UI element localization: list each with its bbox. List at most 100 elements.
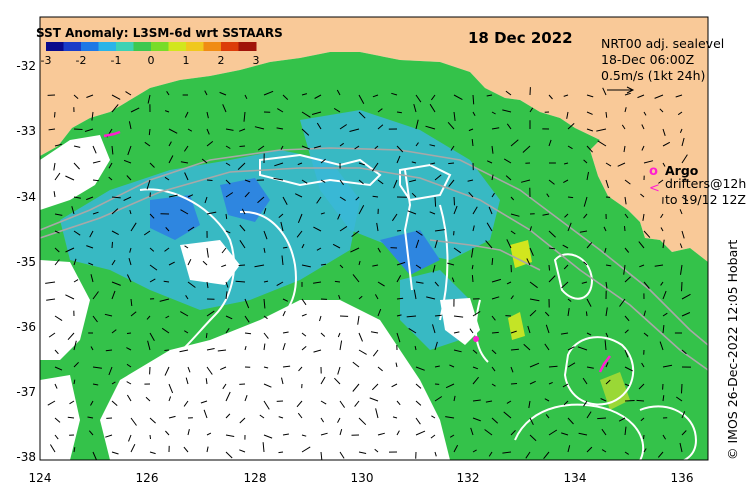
current-vector — [562, 244, 569, 249]
current-vector — [111, 281, 121, 286]
current-vector — [414, 345, 417, 351]
current-vector — [415, 281, 424, 284]
current-vector — [491, 111, 496, 115]
current-vector — [681, 137, 685, 147]
current-vector — [200, 400, 208, 404]
current-vector — [406, 315, 417, 318]
current-vector — [206, 366, 213, 375]
current-vector — [502, 451, 512, 454]
current-vector — [377, 124, 384, 130]
current-vector — [54, 247, 60, 253]
current-vector — [510, 330, 517, 334]
current-vector — [605, 162, 612, 167]
current-vector — [624, 196, 627, 205]
current-vector — [73, 128, 83, 130]
current-vector — [662, 141, 671, 147]
current-vector — [225, 391, 231, 402]
current-vector — [396, 145, 404, 153]
current-vector — [485, 240, 493, 249]
colorbar-tick: 2 — [218, 54, 225, 67]
current-vector — [319, 315, 322, 322]
current-vector — [263, 280, 269, 283]
argo-label: Argo — [665, 163, 699, 178]
current-vector — [297, 213, 303, 223]
current-vector — [510, 348, 519, 351]
current-vector — [263, 208, 267, 215]
current-vector — [73, 196, 81, 199]
current-vector — [548, 381, 553, 385]
current-vector — [126, 347, 132, 351]
current-vector — [168, 155, 174, 164]
current-vector — [643, 281, 650, 289]
colorbar-tick: 3 — [253, 54, 260, 67]
current-vector — [168, 261, 175, 266]
current-vector — [320, 400, 327, 405]
current-vector — [681, 383, 683, 394]
current-vector — [624, 213, 629, 219]
current-vector — [472, 94, 475, 105]
current-vector — [450, 145, 455, 151]
current-vector — [316, 247, 322, 251]
contour-8 — [563, 336, 635, 406]
current-vector — [471, 264, 474, 270]
current-vector — [339, 264, 344, 269]
current-vector — [529, 434, 537, 442]
blue-anomaly-3 — [380, 230, 440, 275]
current-vector — [54, 259, 60, 266]
current-vector — [320, 332, 326, 337]
current-vector — [320, 179, 326, 183]
current-vector — [563, 94, 569, 97]
current-vector — [205, 332, 208, 339]
y-tick-label: -35 — [16, 255, 36, 269]
current-vector — [282, 433, 289, 436]
current-vector — [45, 281, 56, 284]
current-vector — [67, 332, 75, 341]
current-vector — [601, 428, 607, 436]
current-vector — [445, 383, 455, 389]
current-vector — [92, 211, 99, 215]
current-vector — [54, 143, 63, 147]
current-vector — [544, 311, 550, 317]
current-vector — [161, 327, 170, 334]
current-vector — [263, 230, 268, 240]
colorbar-swatch — [203, 42, 222, 51]
current-vector — [239, 240, 246, 249]
current-vector — [126, 175, 132, 181]
current-vector — [128, 121, 132, 130]
current-vector — [581, 281, 588, 284]
current-vector — [411, 192, 417, 198]
current-vector — [491, 296, 500, 300]
current-vector — [605, 379, 611, 385]
current-vector — [582, 377, 588, 385]
current-vector — [73, 162, 80, 170]
current-vector — [600, 398, 607, 402]
current-vector — [148, 128, 151, 136]
current-vector — [237, 162, 246, 170]
current-vector — [333, 107, 341, 113]
current-vector — [86, 196, 94, 201]
current-vector — [371, 162, 379, 172]
current-vector — [73, 258, 77, 266]
current-vector — [396, 400, 401, 406]
current-vector — [280, 145, 284, 150]
current-vector — [129, 247, 132, 253]
y-tick-label: -36 — [16, 320, 36, 334]
current-vector — [485, 400, 493, 403]
current-vector — [640, 417, 645, 422]
current-vector — [184, 245, 189, 249]
current-vector — [225, 230, 231, 234]
current-vector — [567, 308, 570, 317]
current-vector — [567, 222, 572, 232]
current-vector — [282, 365, 291, 368]
cloud-gap-se — [440, 298, 480, 345]
current-vector — [660, 227, 664, 232]
cloud-gap-south — [100, 300, 450, 460]
argo-symbol: o — [649, 164, 658, 179]
current-vector — [415, 264, 422, 269]
current-vector — [377, 366, 383, 372]
current-vector — [165, 430, 170, 436]
colorbar-swatch — [238, 42, 257, 51]
current-vector — [491, 174, 494, 181]
current-vector — [149, 247, 155, 252]
current-vector — [86, 245, 94, 249]
